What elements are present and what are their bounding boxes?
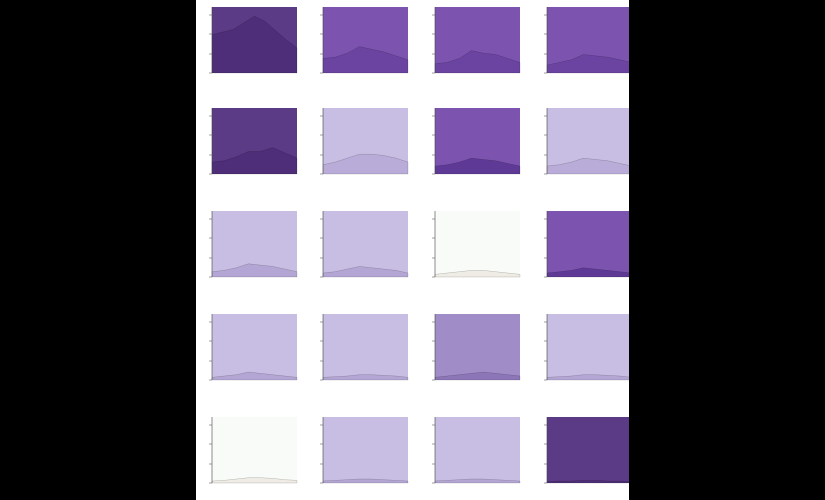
area-series <box>546 267 629 278</box>
plot-area <box>435 417 520 483</box>
area-plot <box>432 417 521 484</box>
area-plot <box>209 211 298 278</box>
chart-panel-12 <box>531 211 629 297</box>
area-series <box>322 374 409 381</box>
area-series <box>211 147 298 175</box>
small-multiples-chart-grid <box>196 0 629 500</box>
area-series <box>211 371 298 381</box>
chart-panel-11 <box>419 211 524 297</box>
chart-panel-13 <box>196 314 301 400</box>
chart-panel-1 <box>196 7 301 93</box>
area-plot <box>432 7 521 74</box>
area-series <box>211 263 298 278</box>
chart-panel-5 <box>196 108 301 194</box>
chart-panel-17 <box>196 417 301 500</box>
chart-panel-19 <box>419 417 524 500</box>
plot-area <box>547 211 629 277</box>
area-plot <box>209 7 298 74</box>
area-plot <box>320 7 409 74</box>
chart-panel-20 <box>531 417 629 500</box>
chart-panel-2 <box>307 7 412 93</box>
area-plot <box>544 211 629 278</box>
area-series <box>546 374 629 381</box>
chart-panel-16 <box>531 314 629 400</box>
area-plot <box>544 108 629 175</box>
chart-panel-7 <box>419 108 524 194</box>
area-plot <box>432 108 521 175</box>
chart-panel-4 <box>531 7 629 93</box>
area-series <box>322 153 409 175</box>
area-series <box>546 54 629 74</box>
area-series <box>434 371 521 381</box>
plot-area <box>212 314 297 380</box>
plot-area <box>547 314 629 380</box>
area-series <box>211 15 298 74</box>
area-series <box>322 46 409 74</box>
chart-panel-15 <box>419 314 524 400</box>
area-plot <box>209 314 298 381</box>
area-series <box>322 266 409 278</box>
plot-area <box>547 417 629 483</box>
chart-panel-8 <box>531 108 629 194</box>
chart-panel-14 <box>307 314 412 400</box>
area-plot <box>320 417 409 484</box>
chart-panel-3 <box>419 7 524 93</box>
plot-area <box>323 314 408 380</box>
area-plot <box>544 314 629 381</box>
area-plot <box>320 314 409 381</box>
plot-area <box>435 314 520 380</box>
area-plot <box>320 108 409 175</box>
chart-panel-6 <box>307 108 412 194</box>
area-series <box>434 270 521 278</box>
area-plot <box>209 417 298 484</box>
chart-panel-9 <box>196 211 301 297</box>
area-plot <box>432 211 521 278</box>
area-series <box>434 50 521 74</box>
plot-area <box>212 417 297 483</box>
chart-panel-10 <box>307 211 412 297</box>
area-series <box>434 157 521 175</box>
area-plot <box>209 108 298 175</box>
area-plot <box>320 211 409 278</box>
plot-area <box>435 211 520 277</box>
area-series <box>322 478 409 484</box>
plot-area <box>323 211 408 277</box>
area-plot <box>544 417 629 484</box>
area-series <box>434 478 521 484</box>
area-series <box>211 477 298 484</box>
area-series <box>546 157 629 175</box>
plot-area <box>323 417 408 483</box>
area-series <box>546 480 629 484</box>
area-plot <box>432 314 521 381</box>
chart-panel-18 <box>307 417 412 500</box>
area-plot <box>544 7 629 74</box>
